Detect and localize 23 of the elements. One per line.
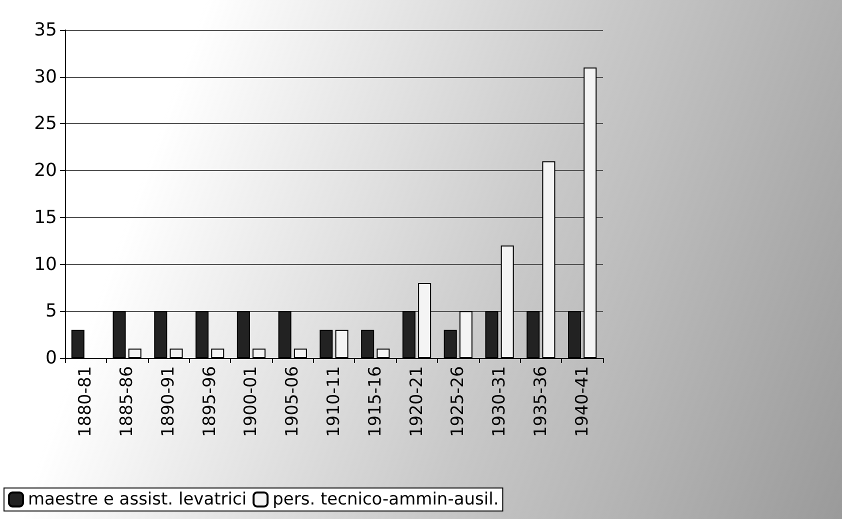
- x-tick-label: 1900-01: [241, 366, 262, 438]
- x-tick-label: 1930-31: [490, 366, 510, 438]
- x-tick-label: 1925-26: [448, 366, 468, 438]
- y-tick-label: 35: [34, 20, 57, 40]
- x-tick-label: 1885-86: [117, 366, 138, 438]
- y-tick-label: 20: [34, 160, 57, 182]
- y-tick-label: 0: [46, 348, 57, 368]
- x-tick-label: 1920-21: [406, 366, 427, 438]
- x-tick-label: 1890-91: [158, 366, 178, 438]
- y-tick-label: 25: [34, 113, 57, 134]
- x-tick-label: 1895-96: [200, 366, 220, 438]
- y-tick-label: 5: [46, 300, 57, 322]
- x-tick-label: 1905-06: [282, 366, 303, 438]
- x-tick-label: 1940-41: [572, 366, 592, 438]
- x-tick-label: 1915-16: [365, 366, 386, 438]
- y-tick-label: 30: [34, 66, 57, 88]
- legend-label: maestre e assist. levatrici: [28, 490, 247, 510]
- x-tick-label: 1910-11: [324, 366, 344, 438]
- y-tick-label: 10: [34, 254, 57, 275]
- x-tick-label: 1880-81: [76, 366, 96, 438]
- y-tick-label: 15: [34, 206, 57, 228]
- legend-label: pers. tecnico-ammin-ausil.: [272, 490, 499, 510]
- x-tick-label: 1935-36: [530, 366, 551, 438]
